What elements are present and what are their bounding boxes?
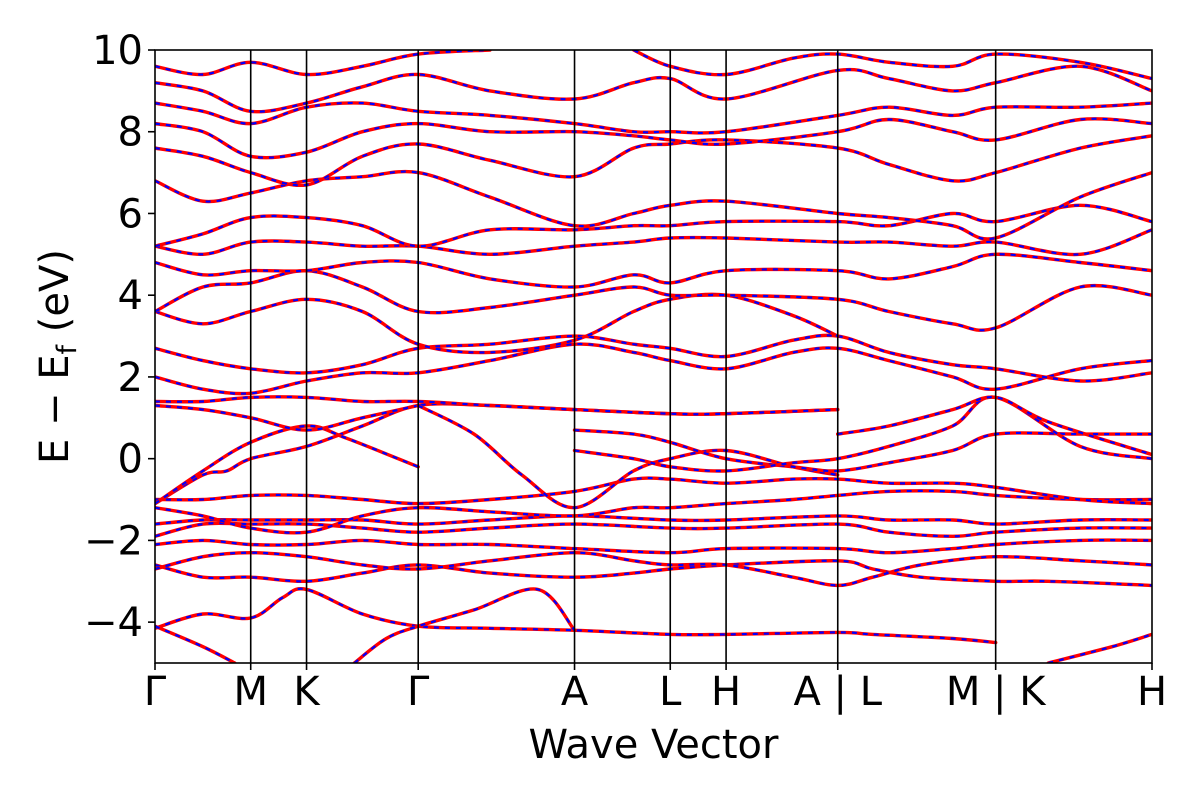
band-line-spin-down — [155, 395, 838, 416]
band-line-spin-down — [155, 134, 1152, 187]
y-axis-label-subscript: f — [52, 343, 83, 354]
x-tick-label: H — [711, 669, 741, 715]
band-line-spin-down — [155, 424, 419, 505]
band-line-spin-up — [155, 476, 1152, 506]
high-symmetry-lines — [249, 50, 997, 663]
y-tick-label: −4 — [84, 600, 143, 646]
band-line-spin-down — [155, 522, 1152, 538]
band-line-spin-down — [155, 404, 419, 432]
band-line-spin-down — [155, 476, 1152, 505]
y-tick-label: 10 — [92, 28, 143, 74]
y-tick-label: 6 — [118, 191, 143, 237]
y-tick-label: 0 — [118, 437, 143, 483]
band-line-spin-down — [633, 50, 1152, 80]
x-tick-label: L — [659, 669, 682, 715]
band-line-spin-up — [155, 424, 420, 506]
band-line-spin-down — [155, 101, 1152, 135]
band-line-spin-up — [155, 64, 1152, 114]
band-line-spin-up — [155, 587, 998, 645]
y-tick-label: 2 — [118, 355, 143, 401]
band-line-spin-down — [155, 228, 1152, 256]
band-line-spin-up — [155, 538, 1152, 555]
y-tick-label: 8 — [118, 110, 143, 156]
x-tick-label: M | K — [946, 669, 1047, 715]
band-line-spin-down — [574, 396, 1152, 473]
band-line-spin-up — [155, 50, 492, 77]
plot-frame — [154, 49, 1153, 664]
x-tick-label: A — [561, 669, 589, 715]
x-tick-label: M — [233, 669, 268, 715]
y-axis-label-unit: (eV) — [32, 249, 78, 345]
band-line-spin-down — [155, 559, 1152, 587]
band-line-spin-up — [155, 134, 1152, 188]
y-axis-label: E − Ef (eV) — [32, 249, 83, 464]
band-line-spin-up — [631, 50, 1152, 81]
y-tick-label: −2 — [84, 518, 143, 564]
band-line-spin-down — [574, 429, 1152, 473]
band-line-spin-down — [155, 538, 1152, 554]
band-line-spin-down — [155, 170, 1152, 241]
band-line-spin-down — [155, 514, 1152, 526]
band-line-spin-up — [416, 403, 840, 510]
band-line-spin-down — [155, 204, 1152, 248]
band-line-spin-down — [155, 625, 236, 663]
y-axis-ticks: −4 −2 0 2 4 6 8 10 — [84, 28, 155, 646]
x-tick-label: Γ — [407, 669, 430, 715]
x-tick-label: K — [293, 669, 321, 715]
y-tick-label: 4 — [118, 273, 143, 319]
x-tick-label: H — [1137, 669, 1167, 715]
band-line-spin-down — [1048, 633, 1152, 663]
band-line-spin-up — [352, 587, 577, 663]
x-tick-label: A | L — [793, 669, 882, 715]
band-line-spin-up — [155, 228, 1152, 257]
band-line-spin-up — [155, 252, 1152, 289]
band-line-spin-down — [155, 117, 1152, 159]
band-lines — [155, 50, 1152, 663]
band-line-spin-down — [155, 334, 1152, 383]
band-line-spin-down — [837, 396, 1152, 456]
band-line-spin-down — [353, 587, 576, 663]
x-tick-label: Γ — [144, 669, 167, 715]
y-axis-label-main: E − E — [32, 354, 78, 464]
x-axis-label: Wave Vector — [529, 722, 780, 768]
band-line-spin-down — [155, 253, 1152, 289]
